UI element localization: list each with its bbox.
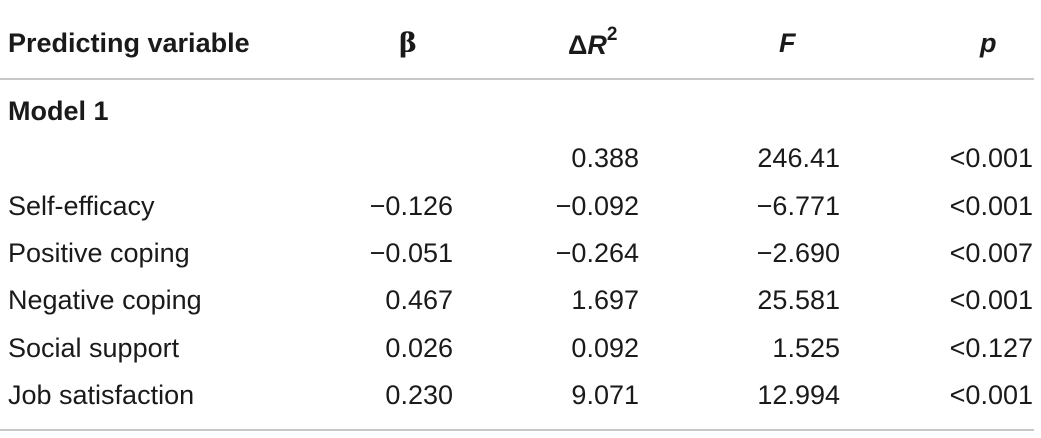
cell-beta: 0.230 [385,380,453,410]
cell-p: <0.127 [949,333,1033,363]
cell-delta-r2: 9.071 [571,380,639,410]
section-title-model-1: Model 1 [8,96,109,126]
cell-p: <0.001 [949,285,1033,315]
header-p: p [980,28,997,58]
header-delta-r2: ΔR2 [568,24,617,61]
cell-p: <0.001 [949,191,1033,221]
cell-f: 12.994 [757,380,840,410]
header-beta: β [399,28,417,59]
cell-variable: Job satisfaction [8,380,195,410]
table-row: Social support 0.026 0.092 1.525 <0.127 [0,333,1041,373]
cell-variable: Negative coping [8,285,202,315]
header-r-exponent: 2 [606,24,618,45]
cell-delta-r2: 1.697 [571,285,639,315]
cell-delta-r2: −0.264 [555,238,639,268]
cell-f: −2.690 [756,238,840,268]
cell-variable: Social support [8,333,180,363]
cell-f: 246.41 [757,143,840,173]
cell-beta: 0.467 [385,285,453,315]
table-header: Predicting variable β ΔR2 F p [0,0,1041,78]
header-delta-symbol: Δ [568,30,588,60]
cell-f: 25.581 [757,285,840,315]
cell-delta-r2: −0.092 [555,191,639,221]
cell-beta: −0.126 [369,191,453,221]
header-predicting-variable: Predicting variable [8,28,250,58]
cell-p: <0.007 [949,238,1033,268]
cell-variable: Self-efficacy [8,191,155,221]
table-row: Job satisfaction 0.230 9.071 12.994 <0.0… [0,380,1041,420]
cell-delta-r2: 0.388 [571,143,639,173]
cell-f: 1.525 [772,333,840,363]
header-r-symbol: R [587,30,607,60]
cell-f: −6.771 [756,191,840,221]
table-row: Self-efficacy −0.126 −0.092 −6.771 <0.00… [0,191,1041,231]
table-row: 0.388 246.41 <0.001 [0,143,1041,183]
cell-beta: −0.051 [369,238,453,268]
cell-p: <0.001 [949,143,1033,173]
cell-delta-r2: 0.092 [571,333,639,363]
table-row: Positive coping −0.051 −0.264 −2.690 <0.… [0,238,1041,278]
header-divider [0,78,1034,80]
cell-beta: 0.026 [385,333,453,363]
header-f: F [779,28,796,58]
cell-p: <0.001 [949,380,1033,410]
cell-variable: Positive coping [8,238,190,268]
table-bottom-divider [0,429,1034,431]
table-row: Negative coping 0.467 1.697 25.581 <0.00… [0,285,1041,325]
